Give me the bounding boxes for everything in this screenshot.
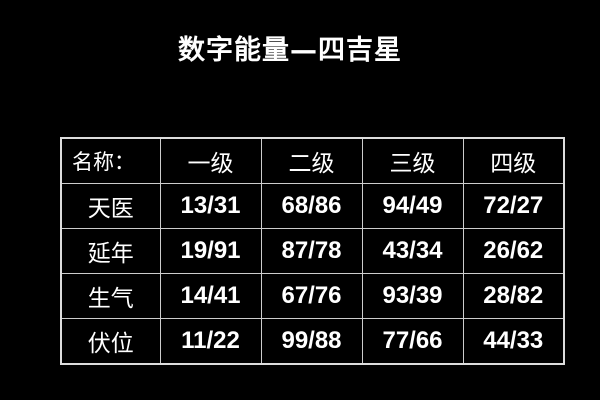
- cell: 43/34: [361, 228, 464, 274]
- row-name: 延年: [60, 228, 161, 274]
- cell: 94/49: [361, 183, 464, 229]
- cell: 44/33: [462, 318, 565, 365]
- cell: 77/66: [361, 318, 464, 365]
- table-row: 伏位 11/22 99/88 77/66 44/33: [60, 318, 565, 365]
- cell: 14/41: [159, 273, 262, 319]
- cell: 19/91: [159, 228, 262, 274]
- row-name: 生气: [60, 273, 161, 319]
- cell: 13/31: [159, 183, 262, 229]
- cell: 11/22: [159, 318, 262, 365]
- header-level-3: 三级: [361, 137, 464, 184]
- cell: 68/86: [260, 183, 363, 229]
- cell: 26/62: [462, 228, 565, 274]
- cell: 93/39: [361, 273, 464, 319]
- header-row: 名称： 一级 二级 三级 四级: [60, 137, 565, 184]
- row-name: 天医: [60, 183, 161, 229]
- star-energy-table: 名称： 一级 二级 三级 四级 天医 13/31 68/86 94/49 72/…: [60, 137, 565, 365]
- cell: 28/82: [462, 273, 565, 319]
- header-level-2: 二级: [260, 137, 363, 184]
- row-name: 伏位: [60, 318, 161, 365]
- table-row: 延年 19/91 87/78 43/34 26/62: [60, 228, 565, 274]
- header-level-1: 一级: [159, 137, 262, 184]
- cell: 67/76: [260, 273, 363, 319]
- header-name: 名称：: [60, 137, 161, 184]
- table-row: 天医 13/31 68/86 94/49 72/27: [60, 183, 565, 229]
- table-row: 生气 14/41 67/76 93/39 28/82: [60, 273, 565, 319]
- page-title: 数字能量—四吉星: [178, 35, 402, 66]
- cell: 99/88: [260, 318, 363, 365]
- cell: 72/27: [462, 183, 565, 229]
- header-level-4: 四级: [462, 137, 565, 184]
- cell: 87/78: [260, 228, 363, 274]
